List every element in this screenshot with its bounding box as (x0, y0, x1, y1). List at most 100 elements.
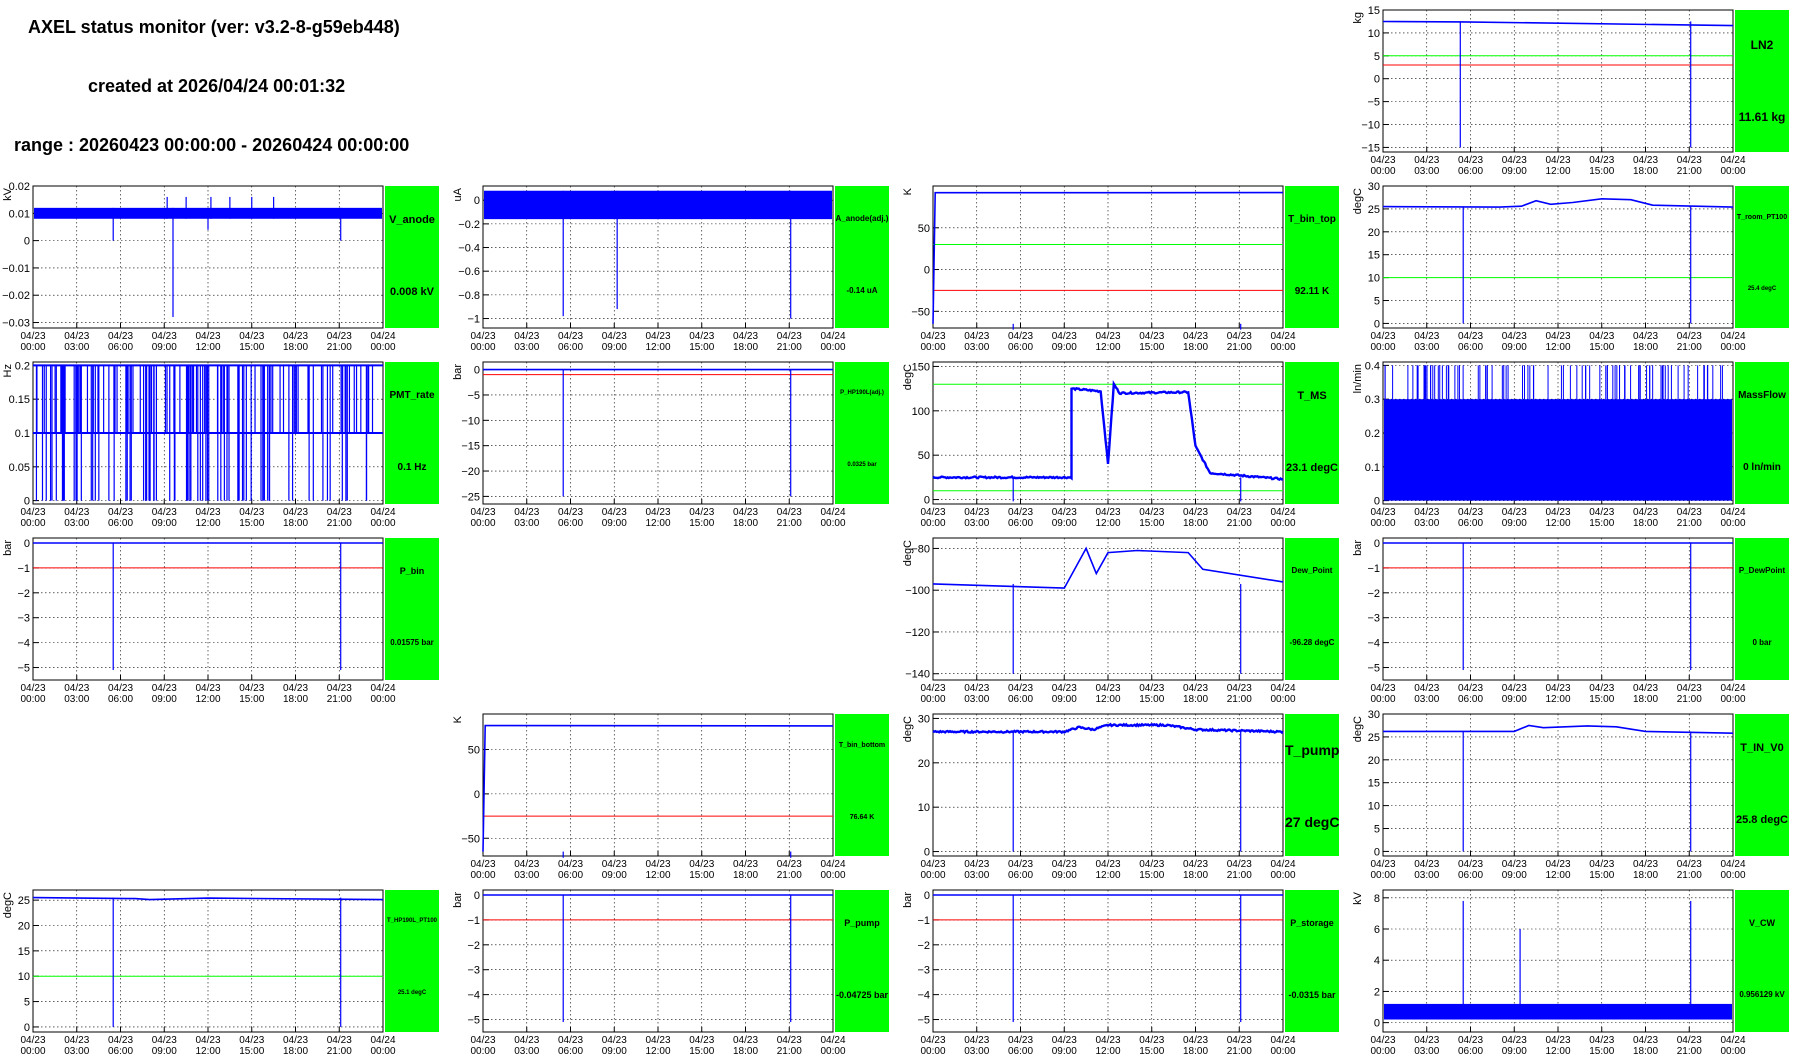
x-tick-label-date: 04/23 (1370, 155, 1395, 166)
status-box: T_IN_V0 25.8 degC (1735, 714, 1789, 856)
x-tick-label-date: 04/23 (1458, 507, 1483, 518)
y-tick-label: −5 (1367, 97, 1380, 109)
x-tick-label-time: 06:00 (1008, 870, 1033, 881)
chart-panel-t-bin-bottom: 04/23 00:00 04/23 03:00 04/23 06:00 04/23 09:00… (450, 704, 894, 881)
page-title: AXEL status monitor (ver: v3.2-8-g59eb44… (28, 17, 400, 37)
x-tick-label-date: 04/23 (558, 859, 583, 870)
x-tick-label-time: 00:00 (820, 870, 845, 881)
x-tick-label-date: 04/23 (195, 507, 220, 518)
series-name: T_IN_V0 (1740, 742, 1784, 754)
x-tick-label-time: 12:00 (645, 870, 670, 881)
x-tick-label-date: 04/23 (1008, 507, 1033, 518)
x-tick-label-date: 04/24 (1270, 859, 1295, 870)
x-tick-label-time: 03:00 (1414, 694, 1439, 705)
x-tick-label-time: 21:00 (327, 1046, 352, 1056)
chart-panel-dew-point: 04/23 00:00 04/23 03:00 04/23 06:00 04/23 09:00… (900, 528, 1344, 705)
data-series (32, 896, 384, 901)
x-tick-label-time: 03:00 (964, 342, 989, 353)
y-tick-label: 8 (1374, 893, 1380, 905)
x-tick-label-time: 15:00 (1589, 694, 1614, 705)
x-tick-label-date: 04/23 (1633, 507, 1658, 518)
x-tick-label-date: 04/23 (558, 331, 583, 342)
x-tick-label-time: 18:00 (283, 694, 308, 705)
current-value: 0.01575 bar (390, 638, 434, 647)
x-tick-label-time: 18:00 (1183, 694, 1208, 705)
y-tick-label: 0 (1374, 496, 1380, 508)
y-tick-label: −10 (461, 415, 480, 427)
y-tick-label: −1 (917, 915, 930, 927)
x-tick-label-date: 04/23 (689, 507, 714, 518)
x-tick-label-time: 06:00 (558, 518, 583, 529)
plot-frame (932, 889, 1284, 1033)
x-tick-label-time: 09:00 (1052, 694, 1077, 705)
x-tick-label-date: 04/23 (733, 859, 758, 870)
x-tick-label-time: 21:00 (1227, 694, 1252, 705)
x-tick-label-date: 04/23 (1502, 1035, 1527, 1046)
x-tick-label-date: 04/24 (820, 331, 845, 342)
x-tick-label-date: 04/23 (1633, 683, 1658, 694)
x-tick-label-date: 04/24 (1720, 507, 1745, 518)
x-tick-label-date: 04/23 (1183, 331, 1208, 342)
x-tick-label-date: 04/23 (239, 331, 264, 342)
y-tick-label: 0 (24, 538, 30, 550)
x-tick-label-time: 00:00 (20, 1046, 45, 1056)
chart-svg: 04/2300:0004/2303:0004/2306:0004/2309:00… (1352, 889, 1746, 1056)
x-tick-label-time: 15:00 (689, 870, 714, 881)
x-tick-label-date: 04/23 (1502, 859, 1527, 870)
y-tick-label: −120 (905, 627, 930, 639)
x-tick-label-time: 00:00 (920, 1046, 945, 1056)
x-tick-label-time: 06:00 (1008, 1046, 1033, 1056)
x-tick-label-time: 03:00 (964, 518, 989, 529)
x-tick-label-date: 04/24 (1720, 155, 1745, 166)
chart-svg: 04/2300:0004/2303:0004/2306:0004/2309:00… (452, 185, 846, 353)
x-tick-label-time: 06:00 (1458, 342, 1483, 353)
x-tick-label-time: 15:00 (689, 518, 714, 529)
current-value: 25.4 degC (1747, 286, 1777, 292)
x-tick-label-time: 03:00 (64, 342, 89, 353)
x-tick-label-time: 21:00 (777, 518, 802, 529)
y-tick-label: −0.8 (458, 290, 480, 302)
x-tick-label-time: 06:00 (1458, 870, 1483, 881)
y-tick-label: 0 (1374, 1018, 1380, 1030)
y-tick-label: 0 (24, 496, 30, 508)
x-tick-label-time: 21:00 (1677, 342, 1702, 353)
x-tick-label-date: 04/23 (1502, 507, 1527, 518)
y-tick-label: 0.1 (1365, 462, 1380, 474)
x-tick-label-date: 04/23 (1052, 859, 1077, 870)
chart-svg: 04/2300:0004/2303:0004/2306:0004/2309:00… (902, 361, 1296, 529)
x-tick-label-date: 04/23 (327, 683, 352, 694)
series-name: T_bin_top (1288, 214, 1336, 225)
x-tick-label-time: 09:00 (602, 870, 627, 881)
current-value: 0.1 Hz (397, 462, 427, 473)
x-tick-label-time: 15:00 (1589, 1046, 1614, 1056)
x-tick-label-time: 12:00 (1095, 1046, 1120, 1056)
x-tick-label-time: 15:00 (689, 342, 714, 353)
y-tick-label: −1 (17, 563, 30, 575)
x-tick-label-time: 18:00 (1633, 166, 1658, 177)
x-tick-label-date: 04/23 (1139, 507, 1164, 518)
x-tick-label-date: 04/23 (108, 1035, 133, 1046)
x-tick-label-date: 04/23 (1502, 683, 1527, 694)
x-tick-label-date: 04/23 (1633, 155, 1658, 166)
x-tick-label-date: 04/23 (1095, 859, 1120, 870)
y-tick-label: −4 (917, 990, 930, 1002)
y-axis-label: Hz (2, 364, 14, 377)
x-tick-label-date: 04/23 (195, 1035, 220, 1046)
x-tick-label-time: 00:00 (370, 342, 395, 353)
data-band (484, 190, 832, 220)
series-name: A_anode(adj.) (835, 214, 889, 223)
x-tick-label-date: 04/23 (1545, 507, 1570, 518)
x-tick-label-time: 12:00 (645, 518, 670, 529)
x-tick-label-time: 06:00 (1008, 694, 1033, 705)
x-tick-label-time: 00:00 (470, 870, 495, 881)
chart-svg: 04/2300:0004/2303:0004/2306:0004/2309:00… (2, 181, 396, 353)
x-tick-label-date: 04/23 (283, 1035, 308, 1046)
x-tick-label-date: 04/23 (1227, 507, 1252, 518)
x-tick-label-date: 04/24 (1720, 1035, 1745, 1046)
x-tick-label-time: 09:00 (152, 694, 177, 705)
x-tick-label-date: 04/23 (733, 507, 758, 518)
x-tick-label-time: 18:00 (1633, 870, 1658, 881)
x-tick-label-date: 04/23 (1545, 859, 1570, 870)
y-tick-label: 25 (1368, 732, 1380, 744)
x-tick-label-time: 18:00 (283, 518, 308, 529)
